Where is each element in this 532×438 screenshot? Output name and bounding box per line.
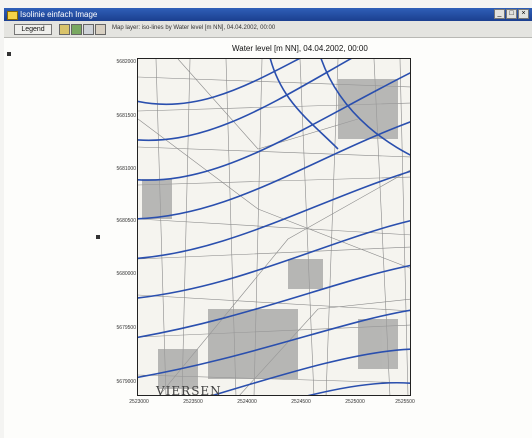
zoom-icon[interactable] — [59, 24, 70, 35]
x-tick-label: 2524000 — [237, 399, 257, 405]
mouse-cursor-icon — [96, 235, 100, 239]
close-button[interactable]: × — [518, 9, 529, 19]
y-tick-label: 5681000 — [116, 166, 136, 172]
print-icon[interactable] — [83, 24, 94, 35]
x-tick-label: 2524500 — [291, 399, 311, 405]
minimize-button[interactable]: _ — [494, 9, 505, 19]
x-tick-label: 2525000 — [345, 399, 365, 405]
toolbar: Legend Map layer: iso-lines by Water lev… — [4, 21, 532, 38]
x-tick-label: 2523000 — [129, 399, 149, 405]
y-tick-label: 5679000 — [116, 379, 136, 385]
window-title: Isolinie einfach Image — [20, 10, 98, 19]
map-frame[interactable] — [137, 58, 411, 396]
help-icon[interactable] — [95, 24, 106, 35]
y-tick-label: 5681500 — [116, 113, 136, 119]
water-level-isolines — [138, 59, 410, 395]
maximize-button[interactable]: □ — [506, 9, 517, 19]
mouse-cursor-icon — [7, 52, 11, 56]
map-svg — [138, 59, 410, 395]
status-text: Map layer: iso-lines by Water level [m N… — [112, 25, 276, 31]
town-blocks — [142, 79, 398, 389]
map-title: Water level [m NN], 04.04.2002, 00:00 — [232, 44, 368, 53]
x-tick-label: 2525500 — [395, 399, 415, 405]
y-tick-label: 5682000 — [116, 59, 136, 65]
y-tick-label: 5680500 — [116, 218, 136, 224]
y-tick-label: 5679500 — [116, 325, 136, 331]
map-city-label: VIERSEN — [156, 384, 222, 398]
y-tick-label: 5680000 — [116, 271, 136, 277]
x-tick-label: 2523500 — [183, 399, 203, 405]
app-icon — [7, 11, 18, 20]
window-titlebar: Isolinie einfach Image _ □ × — [4, 8, 532, 21]
legend-button[interactable]: Legend — [14, 24, 52, 35]
pan-icon[interactable] — [71, 24, 82, 35]
